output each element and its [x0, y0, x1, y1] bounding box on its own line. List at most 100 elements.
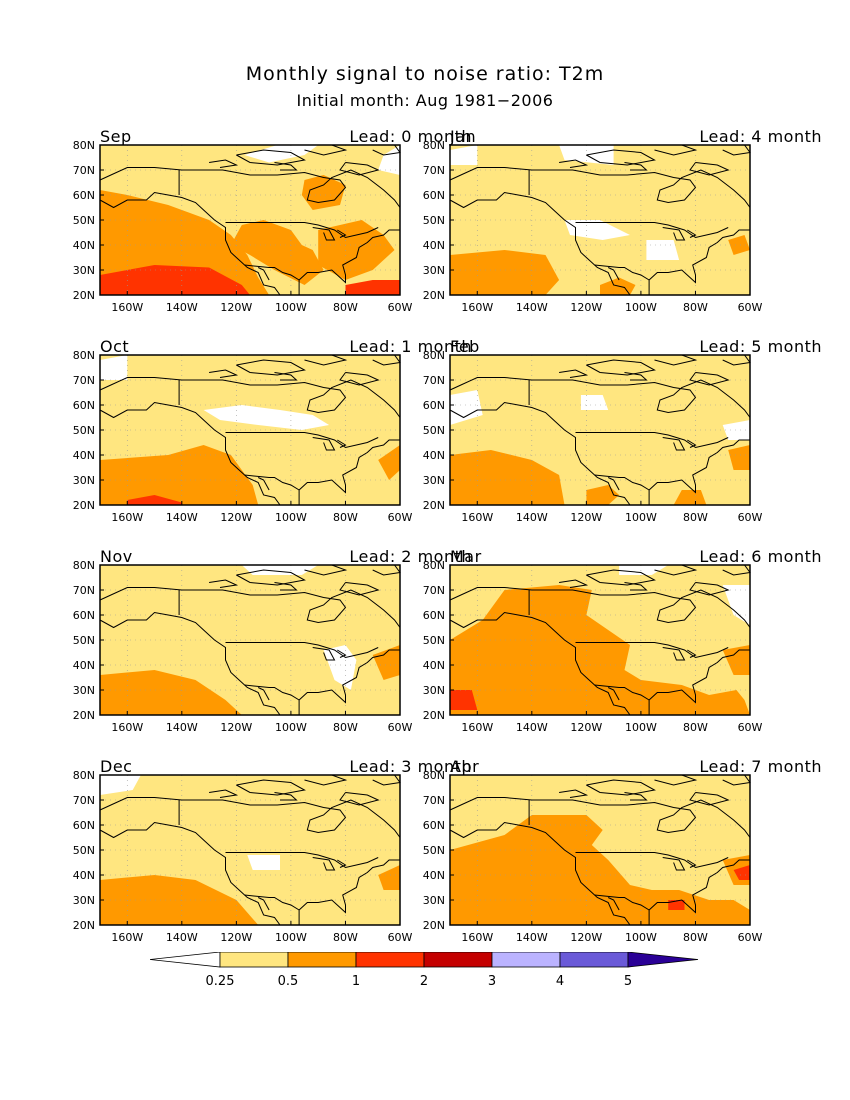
- lat-tick-label: 60N: [73, 609, 95, 622]
- coastline: [99, 611, 281, 716]
- coastline: [689, 582, 730, 596]
- coastline: [586, 359, 656, 376]
- lat-tick-label: 40N: [423, 869, 445, 882]
- coastline: [594, 474, 650, 491]
- lat-tick-label: 30N: [73, 894, 95, 907]
- coastline: [624, 582, 648, 591]
- coastline: [586, 779, 656, 796]
- coastline: [274, 162, 298, 171]
- colorbar-label: 2: [420, 974, 428, 989]
- coastline: [648, 649, 750, 715]
- lon-tick-label: 100W: [275, 511, 307, 524]
- coastline: [209, 159, 239, 168]
- coastline: [449, 191, 631, 296]
- coastline: [298, 859, 400, 925]
- lat-tick-label: 70N: [423, 374, 445, 387]
- grid-lines: [100, 355, 400, 505]
- lat-tick-label: 50N: [73, 214, 95, 227]
- panel-month-label: Nov: [100, 547, 133, 566]
- coastline: [257, 897, 270, 911]
- shaded-region: [450, 450, 565, 505]
- map-plot: 80N 70N 60N 50N 40N 30N 20N 160W 140W 120W 100W 80W…: [423, 559, 763, 734]
- lon-tick-label: 120W: [570, 301, 602, 314]
- shaded-region: [668, 900, 685, 910]
- coastline: [449, 167, 751, 215]
- lon-tick-label: 140W: [166, 721, 198, 734]
- colorbar-label: 0.25: [206, 974, 235, 989]
- lat-tick-label: 30N: [73, 474, 95, 487]
- map-panel-apr: Apr Lead: 7 month 80N 70N 60N 50N 40N 30N 20N 1…: [423, 757, 830, 957]
- shaded-region: [372, 645, 400, 680]
- lat-tick-label: 80N: [73, 139, 95, 152]
- lat-tick-label: 20N: [73, 289, 95, 302]
- coastline: [337, 229, 347, 238]
- colorbar-label: 0.5: [278, 974, 299, 989]
- map-plot: 80N 70N 60N 50N 40N 30N 20N 160W 140W 120W 100W 80W…: [73, 139, 413, 314]
- lat-tick-label: 60N: [73, 399, 95, 412]
- coastline: [257, 267, 270, 281]
- shaded-region: [450, 690, 478, 710]
- coastline: [449, 587, 751, 635]
- coastline: [687, 439, 697, 448]
- coastline: [575, 222, 729, 239]
- lat-tick-label: 60N: [423, 399, 445, 412]
- panel-lead-label: Lead: 6 month: [699, 547, 822, 566]
- shaded-region: [318, 220, 395, 280]
- map-plot: 80N 70N 60N 50N 40N 30N 20N 160W 140W 120W 100W 80W…: [73, 559, 413, 734]
- coastline: [575, 432, 729, 449]
- coastline: [99, 797, 401, 845]
- coastline: [236, 779, 306, 796]
- coastline: [274, 372, 298, 381]
- lon-tick-label: 60W: [388, 931, 413, 944]
- colorbar-segment: [627, 952, 699, 968]
- shaded-region: [100, 445, 259, 505]
- colorbar-segment: [491, 952, 561, 968]
- coastline: [624, 792, 648, 801]
- shaded-region: [230, 220, 324, 285]
- coastline: [244, 684, 300, 701]
- grid-lines: [450, 565, 750, 715]
- coastline: [687, 859, 697, 868]
- coastline: [449, 611, 631, 716]
- coastline: [244, 894, 300, 911]
- coastline: [662, 227, 686, 241]
- lat-tick-label: 80N: [73, 559, 95, 572]
- coastline: [594, 264, 650, 281]
- coastline: [337, 439, 347, 448]
- coastline: [624, 162, 648, 171]
- shading-layer: [450, 565, 750, 715]
- coastline: [648, 859, 750, 925]
- shaded-region: [345, 280, 400, 295]
- coastline: [236, 569, 306, 586]
- shaded-region: [378, 145, 400, 175]
- lat-tick-label: 80N: [73, 349, 95, 362]
- lat-tick-label: 70N: [423, 584, 445, 597]
- lat-tick-label: 70N: [423, 794, 445, 807]
- lon-tick-label: 160W: [461, 301, 493, 314]
- panel-month-label: Sep: [100, 127, 132, 146]
- coastline: [298, 649, 400, 715]
- shading-layer: [450, 390, 750, 505]
- shaded-region: [203, 405, 330, 430]
- coastlines: [449, 354, 751, 506]
- lon-tick-label: 120W: [220, 511, 252, 524]
- coastline: [607, 267, 620, 281]
- coastline: [559, 369, 589, 378]
- lat-tick-label: 20N: [423, 919, 445, 932]
- lat-tick-label: 50N: [423, 424, 445, 437]
- coastline: [449, 377, 751, 425]
- lat-tick-label: 60N: [423, 189, 445, 202]
- coastline: [225, 222, 379, 239]
- lon-tick-label: 100W: [625, 721, 657, 734]
- lon-tick-label: 140W: [166, 931, 198, 944]
- shading-layer: [100, 355, 400, 505]
- lat-tick-label: 20N: [73, 499, 95, 512]
- lon-tick-label: 60W: [738, 511, 763, 524]
- lat-tick-label: 60N: [73, 189, 95, 202]
- shaded-region: [722, 645, 750, 675]
- coastline: [689, 792, 730, 806]
- panel-lead-label: Lead: 1 month: [349, 337, 472, 356]
- coastline: [607, 897, 620, 911]
- lat-tick-label: 70N: [73, 584, 95, 597]
- lat-tick-label: 80N: [423, 139, 445, 152]
